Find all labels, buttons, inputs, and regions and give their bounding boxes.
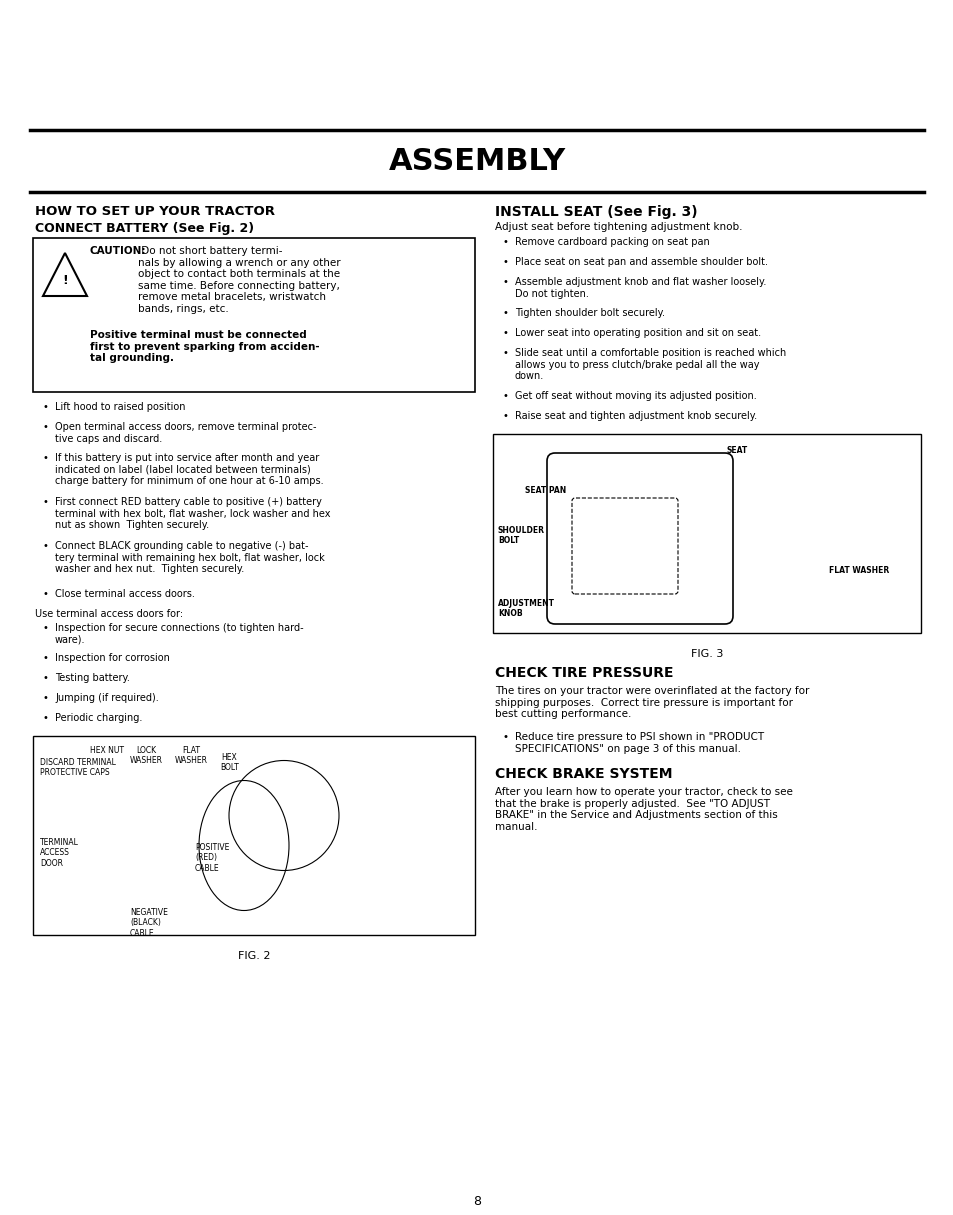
Text: •: • xyxy=(502,347,508,358)
Text: Close terminal access doors.: Close terminal access doors. xyxy=(55,589,194,599)
Text: CHECK TIRE PRESSURE: CHECK TIRE PRESSURE xyxy=(495,666,673,680)
Text: Connect BLACK grounding cable to negative (-) bat-
tery terminal with remaining : Connect BLACK grounding cable to negativ… xyxy=(55,541,324,575)
Text: Get off seat without moving its adjusted position.: Get off seat without moving its adjusted… xyxy=(515,391,756,401)
Text: Lift hood to raised position: Lift hood to raised position xyxy=(55,402,185,412)
Text: Adjust seat before tightening adjustment knob.: Adjust seat before tightening adjustment… xyxy=(495,222,741,232)
Text: •: • xyxy=(502,258,508,267)
Text: •: • xyxy=(43,497,49,507)
Text: •: • xyxy=(502,277,508,287)
Text: FLAT
WASHER: FLAT WASHER xyxy=(174,746,208,765)
Text: CAUTION:: CAUTION: xyxy=(90,245,147,256)
Text: Testing battery.: Testing battery. xyxy=(55,673,130,683)
Text: CONNECT BATTERY (See Fig. 2): CONNECT BATTERY (See Fig. 2) xyxy=(35,222,253,234)
FancyBboxPatch shape xyxy=(33,736,475,936)
Text: •: • xyxy=(502,731,509,742)
Text: ASSEMBLY: ASSEMBLY xyxy=(388,147,565,176)
Text: HEX NUT: HEX NUT xyxy=(90,746,124,755)
Text: Assemble adjustment knob and flat washer loosely.
Do not tighten.: Assemble adjustment knob and flat washer… xyxy=(515,277,765,299)
Text: Raise seat and tighten adjustment knob securely.: Raise seat and tighten adjustment knob s… xyxy=(515,411,757,422)
Text: •: • xyxy=(43,713,49,723)
Text: Use terminal access doors for:: Use terminal access doors for: xyxy=(35,609,183,618)
Text: SEAT: SEAT xyxy=(726,446,747,454)
Text: •: • xyxy=(43,541,49,550)
Text: POSITIVE
(RED)
CABLE: POSITIVE (RED) CABLE xyxy=(194,843,229,872)
Text: •: • xyxy=(43,453,49,463)
Text: •: • xyxy=(43,652,49,663)
Text: •: • xyxy=(43,589,49,599)
Text: •: • xyxy=(43,693,49,703)
Text: •: • xyxy=(502,237,508,247)
Text: TERMINAL
ACCESS
DOOR: TERMINAL ACCESS DOOR xyxy=(40,838,79,868)
Text: Periodic charging.: Periodic charging. xyxy=(55,713,142,723)
FancyBboxPatch shape xyxy=(493,434,920,633)
Text: Lower seat into operating position and sit on seat.: Lower seat into operating position and s… xyxy=(515,328,760,338)
Text: Tighten shoulder bolt securely.: Tighten shoulder bolt securely. xyxy=(515,307,664,318)
Text: CHECK BRAKE SYSTEM: CHECK BRAKE SYSTEM xyxy=(495,767,672,781)
Text: HEX
BOLT: HEX BOLT xyxy=(220,753,238,773)
Text: Place seat on seat pan and assemble shoulder bolt.: Place seat on seat pan and assemble shou… xyxy=(515,258,767,267)
Text: Inspection for secure connections (to tighten hard-
ware).: Inspection for secure connections (to ti… xyxy=(55,623,303,645)
Text: FIG. 3: FIG. 3 xyxy=(690,649,722,659)
FancyBboxPatch shape xyxy=(546,453,732,625)
Text: Slide seat until a comfortable position is reached which
allows you to press clu: Slide seat until a comfortable position … xyxy=(515,347,785,382)
Text: INSTALL SEAT (See Fig. 3): INSTALL SEAT (See Fig. 3) xyxy=(495,205,697,219)
Text: SEAT PAN: SEAT PAN xyxy=(524,486,566,495)
Text: •: • xyxy=(43,402,49,412)
Text: Inspection for corrosion: Inspection for corrosion xyxy=(55,652,170,663)
Text: If this battery is put into service after month and year
indicated on label (lab: If this battery is put into service afte… xyxy=(55,453,323,486)
Text: HOW TO SET UP YOUR TRACTOR: HOW TO SET UP YOUR TRACTOR xyxy=(35,205,274,217)
Text: •: • xyxy=(43,422,49,433)
Text: Jumping (if required).: Jumping (if required). xyxy=(55,693,158,703)
Text: DISCARD TERMINAL
PROTECTIVE CAPS: DISCARD TERMINAL PROTECTIVE CAPS xyxy=(40,758,115,778)
Text: First connect RED battery cable to positive (+) battery
terminal with hex bolt, : First connect RED battery cable to posit… xyxy=(55,497,330,530)
Text: SHOULDER
BOLT: SHOULDER BOLT xyxy=(497,526,544,546)
Text: NEGATIVE
(BLACK)
CABLE: NEGATIVE (BLACK) CABLE xyxy=(130,908,168,938)
Text: ADJUSTMENT
KNOB: ADJUSTMENT KNOB xyxy=(497,599,555,618)
Text: •: • xyxy=(502,391,508,401)
Text: Do not short battery termi-
nals by allowing a wrench or any other
object to con: Do not short battery termi- nals by allo… xyxy=(138,245,340,313)
Text: •: • xyxy=(43,623,49,633)
Text: •: • xyxy=(502,307,508,318)
Text: FLAT WASHER: FLAT WASHER xyxy=(828,566,888,575)
Text: !: ! xyxy=(62,273,68,287)
Text: After you learn how to operate your tractor, check to see
that the brake is prop: After you learn how to operate your trac… xyxy=(495,787,792,832)
Text: •: • xyxy=(43,673,49,683)
Text: LOCK
WASHER: LOCK WASHER xyxy=(130,746,163,765)
Text: Reduce tire pressure to PSI shown in "PRODUCT
SPECIFICATIONS" on page 3 of this : Reduce tire pressure to PSI shown in "PR… xyxy=(515,731,763,753)
Text: Open terminal access doors, remove terminal protec-
tive caps and discard.: Open terminal access doors, remove termi… xyxy=(55,422,316,443)
Text: The tires on your tractor were overinflated at the factory for
shipping purposes: The tires on your tractor were overinfla… xyxy=(495,686,808,719)
Text: FIG. 2: FIG. 2 xyxy=(237,951,270,961)
Text: •: • xyxy=(502,328,508,338)
Text: Remove cardboard packing on seat pan: Remove cardboard packing on seat pan xyxy=(515,237,709,247)
FancyBboxPatch shape xyxy=(33,238,475,392)
Text: Positive terminal must be connected
first to prevent sparking from acciden-
tal : Positive terminal must be connected firs… xyxy=(90,330,319,363)
Text: •: • xyxy=(502,411,508,422)
Text: 8: 8 xyxy=(473,1196,480,1208)
